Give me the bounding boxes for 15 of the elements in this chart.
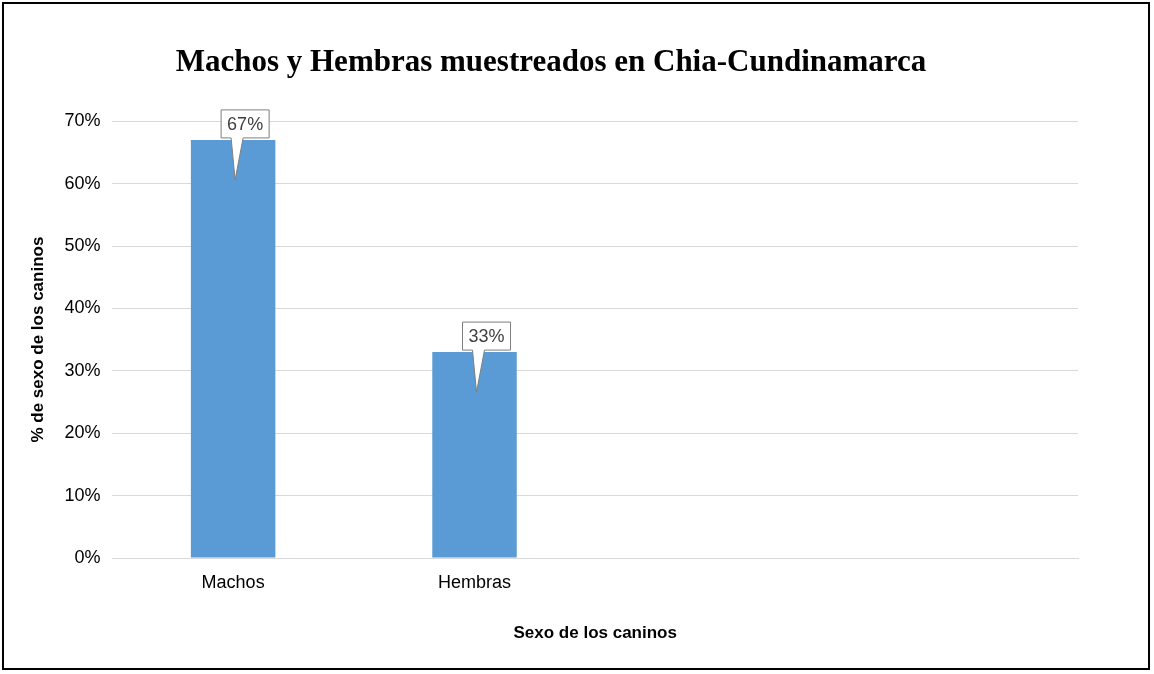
x-tick-label: Hembras — [438, 571, 512, 592]
y-tick-label: 30% — [64, 359, 101, 380]
y-tick-label: 20% — [64, 422, 101, 443]
y-tick-label: 50% — [64, 234, 101, 255]
y-tick-label: 10% — [64, 484, 101, 505]
x-axis-title: Sexo de los caninos — [513, 623, 677, 643]
y-tick-label: 70% — [64, 110, 101, 131]
data-label: 33% — [468, 326, 505, 347]
x-tick-label: Machos — [201, 571, 265, 592]
y-tick-label: 0% — [74, 546, 101, 567]
y-tick-label: 60% — [64, 172, 101, 193]
y-axis-title: % de sexo de los caninos — [27, 236, 47, 443]
data-label: 67% — [227, 113, 264, 134]
y-tick-label: 40% — [64, 297, 101, 318]
chart-title: Machos y Hembras muestreados en Chia-Cundinamarca — [175, 42, 927, 78]
